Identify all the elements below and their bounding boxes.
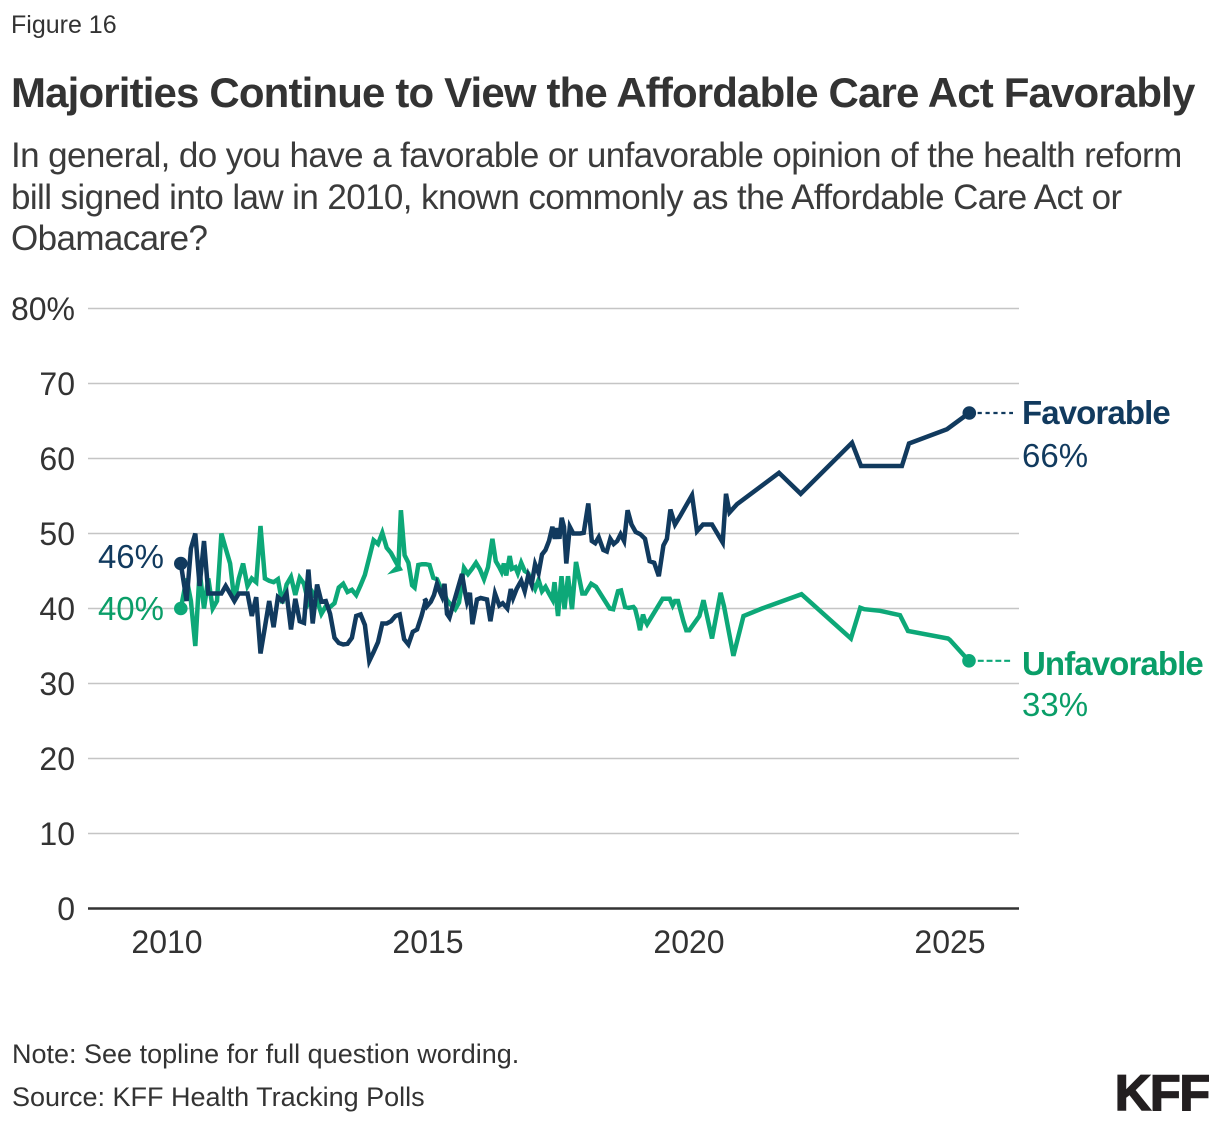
svg-text:KFF: KFF <box>1115 1065 1209 1121</box>
svg-text:70: 70 <box>39 366 75 402</box>
svg-text:46%: 46% <box>98 538 164 575</box>
svg-text:2010: 2010 <box>131 924 202 960</box>
svg-text:40%: 40% <box>98 590 164 627</box>
svg-text:60: 60 <box>39 441 75 477</box>
svg-text:33%: 33% <box>1022 686 1088 723</box>
svg-text:66%: 66% <box>1022 437 1088 474</box>
svg-text:80%: 80% <box>11 291 75 327</box>
svg-text:0: 0 <box>57 891 75 927</box>
svg-text:2025: 2025 <box>914 924 985 960</box>
svg-text:50: 50 <box>39 516 75 552</box>
svg-text:10: 10 <box>39 816 75 852</box>
svg-text:20: 20 <box>39 741 75 777</box>
svg-text:2015: 2015 <box>392 924 463 960</box>
svg-text:40: 40 <box>39 591 75 627</box>
svg-text:Favorable: Favorable <box>1022 394 1170 431</box>
svg-text:Unfavorable: Unfavorable <box>1022 645 1203 682</box>
svg-text:2020: 2020 <box>653 924 724 960</box>
svg-text:30: 30 <box>39 666 75 702</box>
